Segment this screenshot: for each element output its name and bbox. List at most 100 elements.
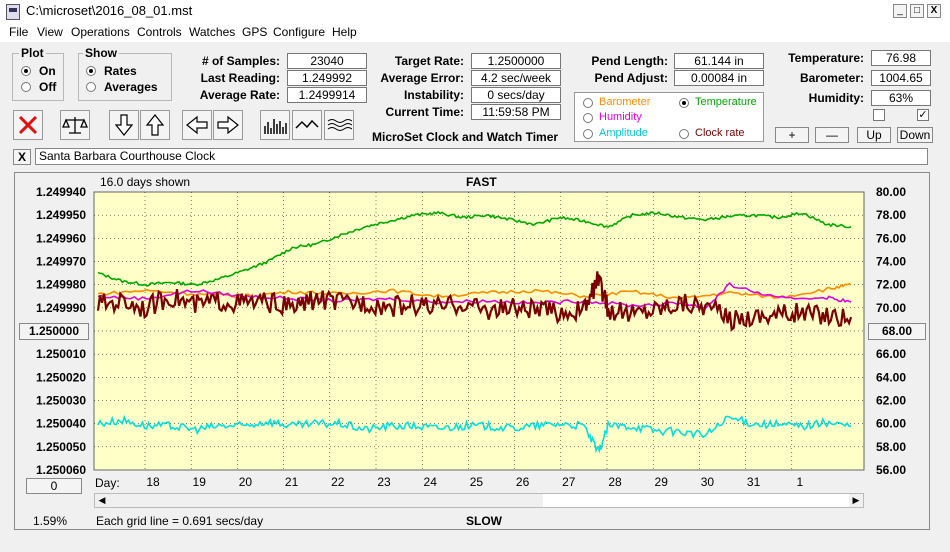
wave-button[interactable]	[292, 110, 322, 140]
pend-adjust-value: 0.00084 in	[674, 70, 764, 86]
target-rate-label: Target Rate:	[394, 54, 464, 68]
grid-note: Each grid line = 0.691 secs/day	[96, 514, 264, 528]
arrow-up-icon	[145, 114, 165, 136]
minimize-button[interactable]: _	[893, 4, 907, 18]
last-reading-label: Last Reading:	[200, 71, 280, 85]
balance-button[interactable]	[60, 110, 90, 140]
arrow-down-icon	[114, 114, 134, 136]
menu-gps[interactable]: GPS	[242, 25, 268, 39]
day-tick-label: 28	[608, 475, 622, 489]
right-tick-label: 56.00	[876, 463, 906, 477]
center-temp-button[interactable]: 68.00	[868, 323, 926, 340]
target-rate-value: 1.2500000	[471, 53, 561, 69]
left-tick-label: 1.249980	[36, 278, 86, 292]
plot-group-title: Plot	[19, 46, 46, 60]
scroll-thumb[interactable]	[543, 494, 849, 507]
instability-value: 0 secs/day	[471, 87, 561, 103]
humidity-label: Humidity:	[808, 91, 864, 105]
minus-button[interactable]: —	[815, 127, 849, 143]
multi-wave-icon	[327, 119, 352, 131]
show-rates-radio[interactable]	[86, 66, 96, 76]
amplitude-radio[interactable]	[583, 129, 593, 139]
clock-rate-radio[interactable]	[679, 129, 689, 139]
plus-button[interactable]: +	[775, 127, 809, 143]
percent-readout: 1.59%	[33, 514, 68, 528]
right-tick-label: 80.00	[876, 185, 906, 199]
left-tick-label: 1.250060	[36, 463, 86, 477]
day-tick-label: 18	[146, 475, 160, 489]
right-tick-label: 70.00	[876, 301, 906, 315]
option-checkbox-1[interactable]	[873, 109, 885, 121]
day-tick-label: 23	[377, 475, 391, 489]
show-group-title: Show	[83, 46, 119, 60]
menu-operations[interactable]: Operations	[71, 25, 130, 39]
day-tick-label: 25	[470, 475, 484, 489]
fast-label: FAST	[466, 175, 497, 189]
days-shown-label: 16.0 days shown	[100, 175, 191, 189]
scroll-right-icon[interactable]: ▶	[852, 495, 860, 505]
right-tick-label: 74.00	[876, 255, 906, 269]
barometer-label: Barometer:	[799, 71, 864, 85]
arrow-right-button[interactable]	[213, 110, 243, 140]
temperature-radio[interactable]	[679, 98, 689, 108]
option-checkbox-2[interactable]: ✓	[917, 109, 929, 121]
left-tick-label: 1.249950	[36, 208, 86, 222]
clear-clock-button[interactable]: X	[13, 149, 31, 165]
legend-panel: Barometer Temperature Humidity Amplitude…	[574, 92, 764, 142]
menu-watches[interactable]: Watches	[189, 25, 236, 39]
average-error-label: Average Error:	[380, 71, 464, 85]
histogram-button[interactable]	[260, 110, 290, 140]
menu-bar: File View Operations Controls Watches GP…	[0, 22, 950, 42]
average-error-value: 4.2 sec/week	[471, 70, 561, 86]
down-button[interactable]: Down	[897, 127, 933, 143]
arrow-up-button[interactable]	[140, 110, 170, 140]
arrow-right-icon	[217, 115, 239, 135]
close-button[interactable]: X	[927, 4, 941, 18]
average-rate-value: 1.2499914	[287, 87, 367, 103]
clock-name-field[interactable]: Santa Barbara Courthouse Clock	[35, 148, 928, 165]
day-tick-label: 19	[193, 475, 207, 489]
left-tick-label: 1.250040	[36, 417, 86, 431]
slow-label: SLOW	[466, 514, 502, 528]
title-bar: C:\microset\2016_08_01.mst _ □ X	[0, 0, 950, 23]
humidity-value: 63%	[871, 90, 931, 106]
day-tick-label: 31	[747, 475, 761, 489]
instability-label: Instability:	[403, 88, 464, 102]
menu-file[interactable]: File	[9, 25, 29, 39]
day-tick-label: 22	[331, 475, 345, 489]
day-tick-label: 21	[285, 475, 299, 489]
humidity-radio[interactable]	[583, 113, 593, 123]
histogram-icon	[264, 119, 287, 134]
plot-off-radio[interactable]	[21, 82, 31, 92]
barometer-radio[interactable]	[583, 98, 593, 108]
show-averages-radio[interactable]	[86, 82, 96, 92]
scroll-left-icon[interactable]: ◀	[98, 495, 106, 505]
arrow-down-button[interactable]	[109, 110, 139, 140]
maximize-button[interactable]: □	[910, 4, 924, 18]
center-rate-button[interactable]: 1.250000	[19, 323, 89, 340]
zero-button[interactable]: 0	[26, 478, 82, 494]
legend-amplitude: Amplitude	[599, 127, 648, 139]
horizontal-scrollbar[interactable]: ◀ ▶	[94, 493, 864, 508]
menu-controls[interactable]: Controls	[137, 25, 182, 39]
up-button[interactable]: Up	[857, 127, 891, 143]
show-rates-label: Rates	[104, 64, 137, 78]
left-tick-label: 1.249940	[36, 185, 86, 199]
multi-wave-button[interactable]	[324, 110, 354, 140]
menu-view[interactable]: View	[37, 25, 63, 39]
arrow-left-button[interactable]	[182, 110, 212, 140]
menu-configure[interactable]: Configure	[273, 25, 326, 39]
day-tick-label: 20	[239, 475, 253, 489]
menu-help[interactable]: Help	[332, 25, 357, 39]
day-tick-label: 29	[655, 475, 669, 489]
left-tick-label: 1.250030	[36, 394, 86, 408]
plot-on-label: On	[39, 64, 56, 78]
right-tick-label: 76.00	[876, 231, 906, 245]
plot-on-radio[interactable]	[21, 66, 31, 76]
temperature-label: Temperature:	[788, 51, 864, 65]
series-line-temperature	[97, 210, 852, 287]
legend-clock-rate: Clock rate	[695, 127, 745, 139]
show-group	[78, 53, 172, 101]
temperature-value: 76.98	[871, 50, 931, 66]
stop-button[interactable]	[13, 110, 43, 140]
